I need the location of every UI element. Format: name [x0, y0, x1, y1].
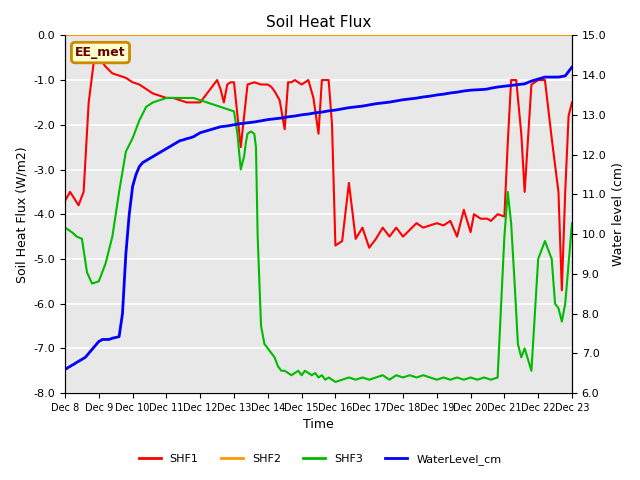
SHF3 [568, 220, 576, 226]
Title: Soil Heat Flux: Soil Heat Flux [266, 15, 371, 30]
Legend: SHF1, SHF2, SHF3, WaterLevel_cm: SHF1, SHF2, SHF3, WaterLevel_cm [134, 450, 506, 469]
Text: EE_met: EE_met [75, 46, 126, 59]
Y-axis label: Soil Heat Flux (W/m2): Soil Heat Flux (W/m2) [15, 146, 28, 283]
WaterLevel_cm [284, 114, 292, 120]
SHF1 [558, 288, 566, 293]
SHF1 [61, 198, 69, 204]
SHF3 [345, 374, 353, 380]
SHF1 [345, 180, 353, 186]
SHF3 [163, 95, 170, 101]
SHF3 [308, 372, 316, 378]
Y-axis label: Water level (cm): Water level (cm) [612, 162, 625, 266]
Line: WaterLevel_cm: WaterLevel_cm [65, 67, 572, 369]
SHF1 [95, 57, 102, 63]
WaterLevel_cm [521, 81, 529, 87]
SHF1 [568, 99, 576, 105]
X-axis label: Time: Time [303, 419, 334, 432]
WaterLevel_cm [500, 84, 508, 89]
WaterLevel_cm [568, 64, 576, 70]
WaterLevel_cm [136, 164, 143, 169]
SHF1 [470, 211, 478, 217]
WaterLevel_cm [487, 85, 495, 91]
SHF1 [80, 189, 88, 195]
SHF3 [210, 102, 218, 108]
SHF3 [541, 238, 548, 244]
SHF1 [315, 131, 323, 137]
WaterLevel_cm [61, 366, 69, 372]
SHF3 [183, 95, 191, 101]
WaterLevel_cm [508, 83, 515, 88]
SHF3 [555, 305, 563, 311]
Line: SHF3: SHF3 [65, 98, 572, 382]
Line: SHF1: SHF1 [65, 60, 572, 290]
SHF1 [213, 77, 221, 83]
SHF3 [332, 379, 339, 385]
SHF1 [102, 64, 109, 70]
SHF3 [61, 225, 69, 230]
